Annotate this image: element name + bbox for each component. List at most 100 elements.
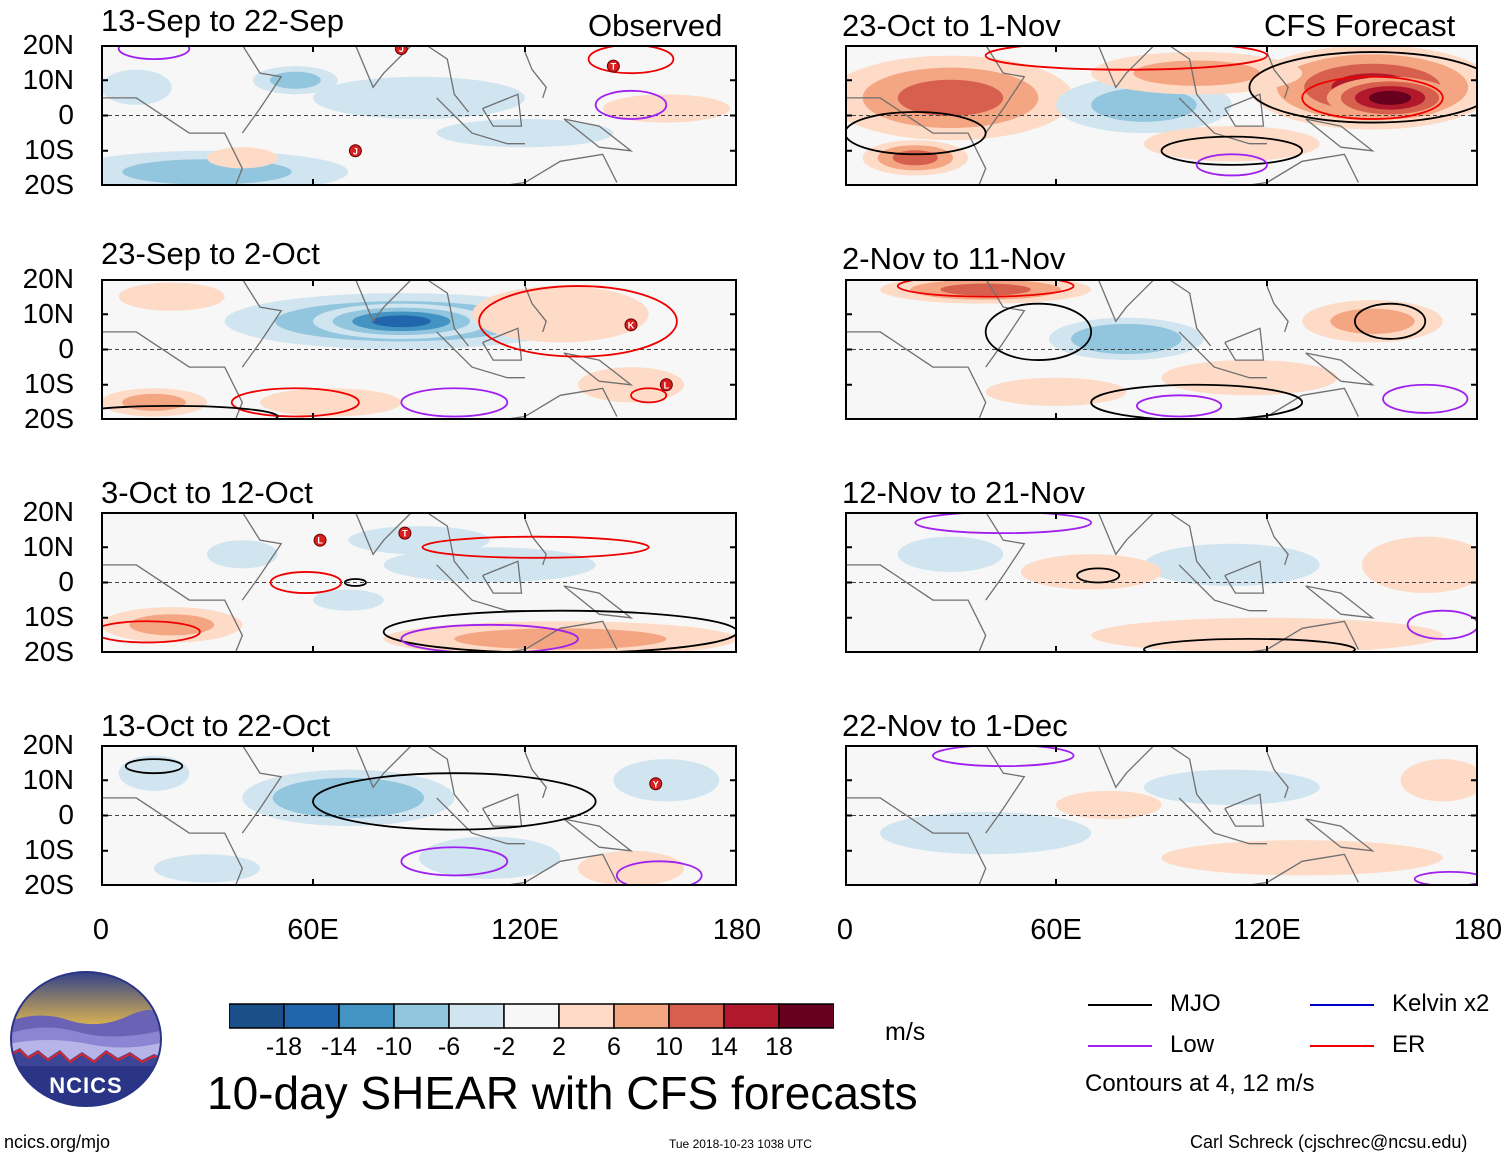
wave-contour bbox=[1195, 153, 1268, 177]
colorbar-swatch bbox=[778, 1003, 834, 1029]
coastline bbox=[436, 797, 525, 845]
coastline bbox=[1084, 512, 1155, 556]
wave-contour bbox=[1248, 51, 1478, 124]
storm-letter: J bbox=[399, 45, 404, 54]
storm-letter: Y bbox=[653, 779, 659, 789]
shear-anomaly-region bbox=[1368, 90, 1412, 105]
shear-anomaly-region bbox=[897, 79, 1004, 117]
wave-contour bbox=[101, 620, 201, 644]
colorbar-tick: 10 bbox=[655, 1033, 683, 1061]
colorbar-tick: -18 bbox=[265, 1033, 303, 1061]
colorbar-tick: -10 bbox=[375, 1033, 413, 1061]
coastline bbox=[563, 118, 634, 152]
coastline bbox=[1224, 560, 1265, 594]
coastline bbox=[524, 285, 547, 333]
coastline bbox=[1266, 51, 1289, 99]
lat-label: 10S bbox=[24, 601, 74, 632]
storm-letter: J bbox=[353, 146, 358, 156]
lon-label: 120E bbox=[1233, 914, 1301, 946]
coastline bbox=[1266, 285, 1289, 333]
shear-anomaly-region bbox=[269, 71, 321, 89]
coastline bbox=[341, 279, 413, 323]
coastline bbox=[524, 518, 547, 566]
wave-contour bbox=[400, 623, 579, 653]
lat-label: 0 bbox=[58, 333, 74, 364]
colorbar bbox=[229, 1003, 834, 1029]
shear-anomaly-region bbox=[940, 283, 1031, 296]
wave-contour bbox=[932, 745, 1075, 768]
lat-label: 10N bbox=[22, 531, 74, 562]
lon-label: 60E bbox=[1030, 914, 1082, 946]
colorbar-swatch bbox=[503, 1003, 560, 1029]
forecast-label: CFS Forecast bbox=[1264, 8, 1456, 43]
legend-label-mjo: MJO bbox=[1170, 990, 1221, 1017]
wave-contour bbox=[1160, 135, 1304, 166]
coastline bbox=[1305, 585, 1375, 619]
coastline bbox=[425, 45, 470, 113]
shear-anomaly-region bbox=[371, 315, 431, 328]
coastline bbox=[1084, 745, 1155, 789]
tropical-cyclone-marker: J bbox=[348, 144, 362, 158]
coastline bbox=[1242, 853, 1359, 886]
wave-contour bbox=[1354, 302, 1427, 340]
wave-contour bbox=[1382, 383, 1469, 414]
colorbar-tick: -2 bbox=[492, 1033, 516, 1061]
shear-anomaly-region bbox=[302, 785, 394, 810]
wave-contour bbox=[124, 758, 184, 775]
lon-label: 180 bbox=[1453, 914, 1503, 946]
shear-anomaly-region bbox=[1091, 88, 1197, 122]
lat-label: 10S bbox=[24, 134, 74, 165]
colorbar-swatch bbox=[283, 1003, 340, 1029]
colorbar-swatch bbox=[393, 1003, 450, 1029]
coastline bbox=[241, 512, 283, 601]
colorbar-swatch bbox=[448, 1003, 505, 1029]
shear-anomaly-region bbox=[129, 614, 215, 636]
shear-anomaly-region bbox=[122, 393, 186, 411]
wave-contour bbox=[914, 512, 1093, 535]
colorbar-swatch bbox=[338, 1003, 395, 1029]
lon-label: 0 bbox=[92, 914, 110, 946]
coastline bbox=[563, 585, 634, 619]
coastline bbox=[1168, 45, 1212, 113]
shear-anomaly-region bbox=[1093, 329, 1160, 348]
wave-contour bbox=[984, 302, 1093, 361]
coastline bbox=[1178, 797, 1267, 845]
coastline bbox=[241, 745, 283, 834]
panel-title-fcst-4: 22-Nov to 1-Dec bbox=[842, 708, 1068, 743]
map-panel-fcst-4 bbox=[845, 745, 1478, 886]
coastline bbox=[482, 560, 523, 594]
panel-title-obs-4: 13-Oct to 22-Oct bbox=[101, 708, 331, 743]
lat-label: 10N bbox=[22, 64, 74, 95]
coastline bbox=[101, 97, 244, 186]
coastline bbox=[1224, 93, 1265, 127]
colorbar-swatch bbox=[558, 1003, 615, 1029]
coastline bbox=[1168, 279, 1212, 347]
coastline bbox=[482, 93, 523, 127]
shear-anomaly-region bbox=[175, 859, 239, 877]
wave-contour bbox=[587, 45, 675, 75]
wave-contour bbox=[1076, 567, 1121, 584]
colorbar-tick: -6 bbox=[437, 1033, 461, 1061]
website-link[interactable]: ncics.org/mjo bbox=[4, 1132, 111, 1152]
timestamp: Tue 2018-10-23 1038 UTC bbox=[669, 1137, 812, 1151]
panel-title-obs-2: 23-Sep to 2-Oct bbox=[101, 236, 320, 271]
coastline bbox=[425, 512, 470, 580]
lon-label: 0 bbox=[836, 914, 854, 946]
tropical-cyclone-marker: J bbox=[394, 45, 408, 56]
tropical-cyclone-marker: L bbox=[659, 378, 673, 392]
coastline bbox=[1178, 564, 1267, 612]
wave-contour bbox=[1135, 394, 1223, 418]
shear-anomaly-region bbox=[599, 857, 663, 879]
shear-anomaly-region bbox=[1330, 308, 1415, 334]
lon-label: 60E bbox=[287, 914, 339, 946]
lat-label: 10N bbox=[22, 764, 74, 795]
colorbar-tick: 14 bbox=[710, 1033, 738, 1061]
coastline bbox=[1305, 352, 1375, 386]
legend-line-er bbox=[1310, 1045, 1374, 1047]
shear-anomaly-region bbox=[1400, 759, 1478, 802]
legend-line-mjo bbox=[1088, 1004, 1152, 1006]
shear-anomaly-region bbox=[221, 151, 264, 165]
colorbar-tick: 6 bbox=[607, 1033, 621, 1061]
wave-contour bbox=[845, 111, 987, 156]
coastline bbox=[500, 853, 618, 886]
